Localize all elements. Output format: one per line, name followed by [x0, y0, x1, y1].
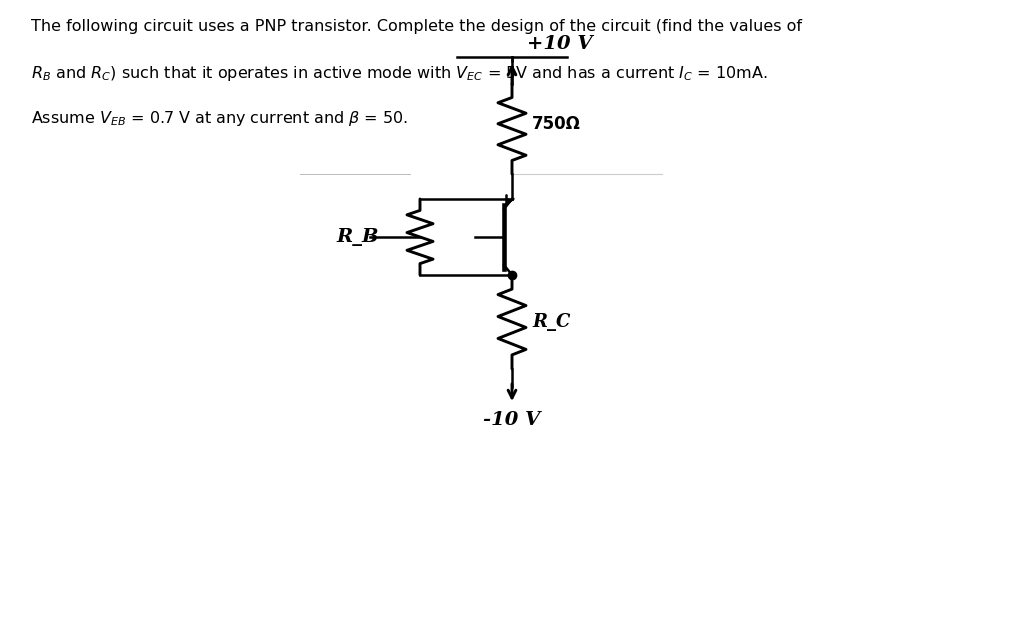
Text: 750Ω: 750Ω: [532, 115, 581, 133]
Text: R_B: R_B: [337, 228, 379, 246]
Text: The following circuit uses a PNP transistor. Complete the design of the circuit : The following circuit uses a PNP transis…: [31, 19, 802, 34]
Text: $R_B$ and $R_C$) such that it operates in active mode with $V_{EC}$ = 5V and has: $R_B$ and $R_C$) such that it operates i…: [31, 64, 767, 83]
Text: +10 V: +10 V: [527, 35, 593, 53]
Text: -10 V: -10 V: [483, 411, 541, 429]
Text: R_C: R_C: [532, 313, 570, 331]
Text: Assume $V_{EB}$ = 0.7 V at any current and $\beta$ = 50.: Assume $V_{EB}$ = 0.7 V at any current a…: [31, 109, 408, 128]
